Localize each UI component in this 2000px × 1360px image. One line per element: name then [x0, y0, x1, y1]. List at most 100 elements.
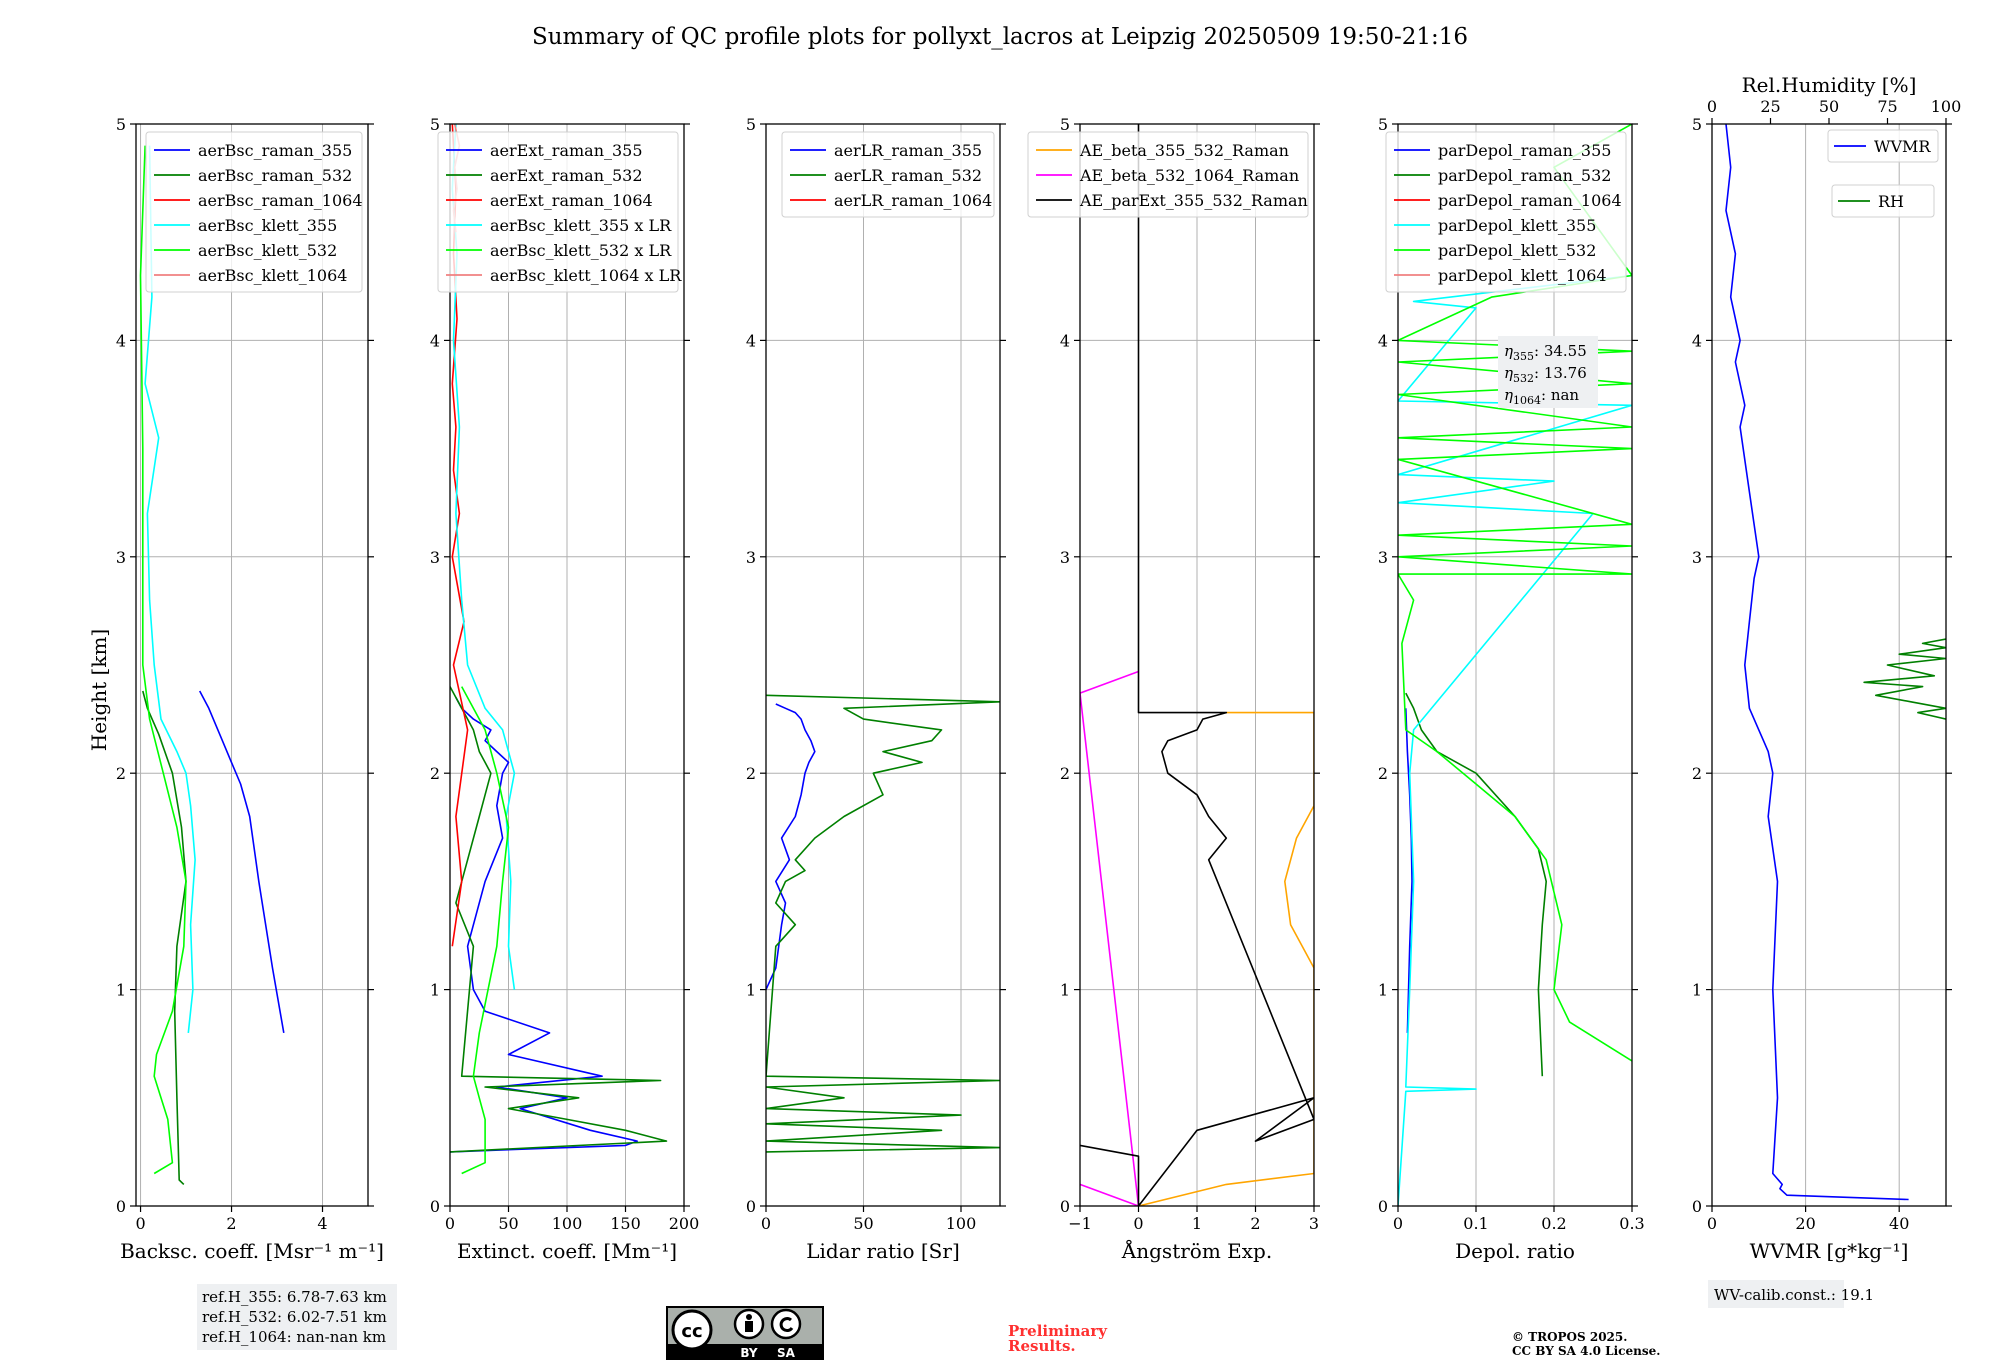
by-person-body: [745, 1321, 753, 1332]
x-axis-label: WVMR [g*kg⁻¹]: [1750, 1239, 1909, 1263]
series-group: [766, 694, 1000, 1153]
refH-1064-text: ref.H_1064: nan-nan km: [202, 1328, 386, 1346]
preliminary-text-line2: Results.: [1008, 1337, 1076, 1355]
eta-box: [1498, 336, 1598, 408]
x-tick-label-3: 2: [1250, 1214, 1260, 1233]
x-axis-label: Extinct. coeff. [Mm⁻¹]: [457, 1239, 677, 1263]
y-tick-label-2: 2: [116, 764, 126, 783]
x-tick-label-4: 200: [669, 1214, 700, 1233]
legend-label-3: aerLR_raman_1064: [834, 191, 992, 210]
panel-1: 0 2 4 0 1 2 3 4 5 Backsc. coeff. [Msr⁻¹ m⁻¹] aerBs…: [116, 115, 384, 1263]
legend-box: [781, 131, 995, 218]
y-tick-label-4: 4: [1692, 331, 1702, 350]
legend-label-2: AE_beta_532_1064_Raman: [1079, 166, 1299, 185]
series-group: [450, 124, 668, 1175]
legend-label-2: aerLR_raman_532: [834, 166, 982, 185]
y-tick-label-0: 0: [116, 1197, 126, 1216]
legend-label-6: aerBsc_klett_1064 x LR: [490, 266, 682, 285]
x-tick-label-1: 0: [1133, 1214, 1143, 1233]
x2-axis-label: Rel.Humidity [%]: [1742, 73, 1917, 97]
x-tick-label-2: 0.2: [1541, 1214, 1566, 1233]
y-tick-label-1: 1: [1692, 981, 1702, 1000]
refH-355-text: ref.H_355: 6.78-7.63 km: [202, 1288, 387, 1306]
y-tick-label-5: 5: [430, 115, 440, 134]
legend-box: [1027, 131, 1309, 218]
copyright-line1: © TROPOS 2025.: [1512, 1330, 1627, 1344]
legend-box: [1385, 131, 1627, 293]
legend-label-1: parDepol_raman_355: [1438, 141, 1611, 160]
x-tick-label-3: 0.3: [1619, 1214, 1644, 1233]
y-tick-label-5: 5: [746, 115, 756, 134]
eta-label-3: η1064: nan: [1504, 386, 1579, 407]
x-tick-label-0: 0: [135, 1214, 145, 1233]
y-tick-label-1: 1: [1378, 981, 1388, 1000]
series-line-2: [1080, 670, 1140, 1206]
legend-label-5: parDepol_klett_532: [1438, 241, 1596, 260]
x-tick-label-2: 40: [1889, 1214, 1909, 1233]
legend-label-2: aerExt_raman_532: [490, 166, 643, 185]
x-tick-label-2: 1: [1192, 1214, 1202, 1233]
eta-label-2: η532: 13.76: [1504, 364, 1587, 385]
legend-label-5: aerBsc_klett_532 x LR: [490, 241, 672, 260]
x-tick-label-0: 0: [1393, 1214, 1403, 1233]
series-line-5: [139, 145, 187, 1175]
plot-frame: [1397, 123, 1633, 1207]
sa-share-icon: [770, 1308, 802, 1340]
series-line-1: [766, 703, 816, 990]
panel-6: 0 20 40 0 1 2 3 4 5 WVMR [g*kg⁻¹] 0 25 50 75 100 Rel.Hu…: [1692, 73, 1961, 1308]
legend-label-2: RH: [1878, 192, 1904, 211]
by-label: BY: [740, 1346, 757, 1360]
y-tick-label-4: 4: [116, 331, 126, 350]
legend-label-1: aerExt_raman_355: [490, 141, 643, 160]
x2-tick-label-4: 100: [1931, 97, 1962, 116]
x2-tick-label-2: 50: [1819, 97, 1839, 116]
y-tick-label-4: 4: [430, 331, 440, 350]
sa-label: SA: [777, 1346, 796, 1360]
x-tick-label-1: 50: [853, 1214, 873, 1233]
x-tick-label-2: 4: [317, 1214, 327, 1233]
by-person-head: [746, 1314, 752, 1320]
refH-532-text: ref.H_532: 6.02-7.51 km: [202, 1308, 387, 1326]
x-tick-label-1: 50: [498, 1214, 518, 1233]
panel-5: 0 0.1 0.2 0.3 0 1 2 3 4 5 Depol. ratio parDepol_ram…: [1378, 115, 1645, 1263]
y-tick-label-3: 3: [116, 548, 126, 567]
legend-label-4: aerBsc_klett_355: [198, 216, 337, 235]
y-tick-label-2: 2: [746, 764, 756, 783]
series-line-4: [451, 124, 516, 990]
x-tick-label-0: −1: [1068, 1214, 1092, 1233]
cc-icon-text: cc: [681, 1321, 702, 1342]
x-tick-label-2: 100: [552, 1214, 583, 1233]
x-tick-label-0: 0: [1707, 1214, 1717, 1233]
refH-note-background: [197, 1284, 397, 1350]
y-tick-label-0: 0: [1692, 1197, 1702, 1216]
x-tick-label-1: 0.1: [1463, 1214, 1488, 1233]
series-line-2: [450, 686, 668, 1153]
legend-label-5: aerBsc_klett_532: [198, 241, 337, 260]
x2-tick-label-1: 25: [1760, 97, 1780, 116]
x-axis-label: Backsc. coeff. [Msr⁻¹ m⁻¹]: [120, 1239, 384, 1263]
y-tick-label-3: 3: [746, 548, 756, 567]
legend-label-3: AE_parExt_355_532_Raman: [1079, 191, 1308, 210]
legend-label-3: aerExt_raman_1064: [490, 191, 653, 210]
copyright-line2: CC BY SA 4.0 License.: [1512, 1344, 1660, 1358]
legend-label-1: aerBsc_raman_355: [198, 141, 352, 160]
legend-label-6: aerBsc_klett_1064: [198, 266, 347, 285]
legend-label-1: aerLR_raman_355: [834, 141, 982, 160]
plot-frame: [135, 123, 369, 1207]
series-line-1: [198, 690, 285, 1034]
wv-calib-text: WV-calib.const.: 19.1: [1714, 1286, 1874, 1304]
y-tick-label-5: 5: [116, 115, 126, 134]
x-tick-label-0: 0: [445, 1214, 455, 1233]
series-line-1: [450, 697, 639, 1153]
eta-label-1: η355: 34.55: [1504, 342, 1587, 363]
legend-label-2: parDepol_raman_532: [1438, 166, 1611, 185]
series-line-1: [1725, 124, 1909, 1201]
y-tick-label-2: 2: [1692, 764, 1702, 783]
x-tick-label-3: 150: [610, 1214, 641, 1233]
y-tick-label-4: 4: [1378, 331, 1388, 350]
series-group: [1080, 124, 1314, 1206]
y-tick-label-3: 3: [1692, 548, 1702, 567]
